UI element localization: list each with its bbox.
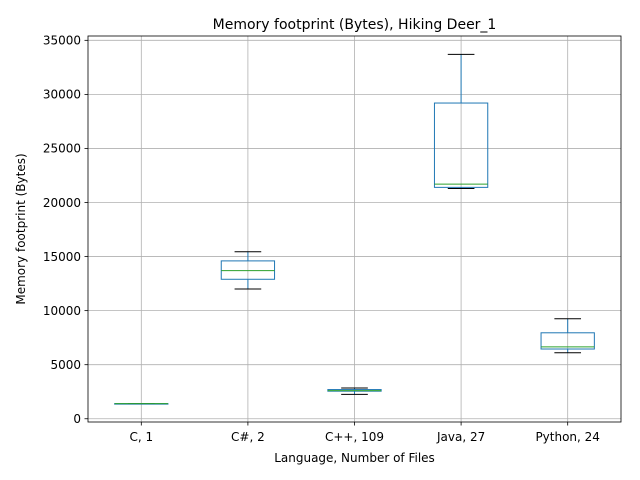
y-axis-title: Memory footprint (Bytes) — [14, 153, 28, 304]
x-axis-title: Language, Number of Files — [274, 451, 435, 465]
y-tick-label: 5000 — [50, 358, 81, 372]
boxes — [114, 53, 595, 405]
x-tick-label: C, 1 — [129, 430, 153, 444]
y-tick-label: 25000 — [43, 142, 81, 156]
box-group — [433, 53, 489, 189]
box-group — [220, 251, 276, 290]
y-tick-label: 10000 — [43, 304, 81, 318]
box — [433, 102, 489, 188]
y-tick-label: 20000 — [43, 196, 81, 210]
y-tick-label: 0 — [73, 412, 81, 426]
y-tick-label: 30000 — [43, 88, 81, 102]
x-tick-label: C#, 2 — [231, 430, 265, 444]
box — [540, 332, 595, 350]
y-tick-label: 35000 — [43, 34, 81, 48]
box — [220, 260, 276, 280]
box-group — [327, 387, 382, 395]
y-tick-label: 15000 — [43, 250, 81, 264]
ticks: 0 5000 10000 15000 20000 25000 30000 35000 C, 1 C… — [43, 34, 600, 444]
chart-title: Memory footprint (Bytes), Hiking Deer_1 — [213, 17, 497, 33]
box-group — [114, 403, 169, 405]
x-tick-label: Java, 27 — [436, 430, 485, 444]
x-tick-label: C++, 109 — [325, 430, 384, 444]
box-group — [540, 318, 595, 354]
x-tick-label: Python, 24 — [535, 430, 600, 444]
